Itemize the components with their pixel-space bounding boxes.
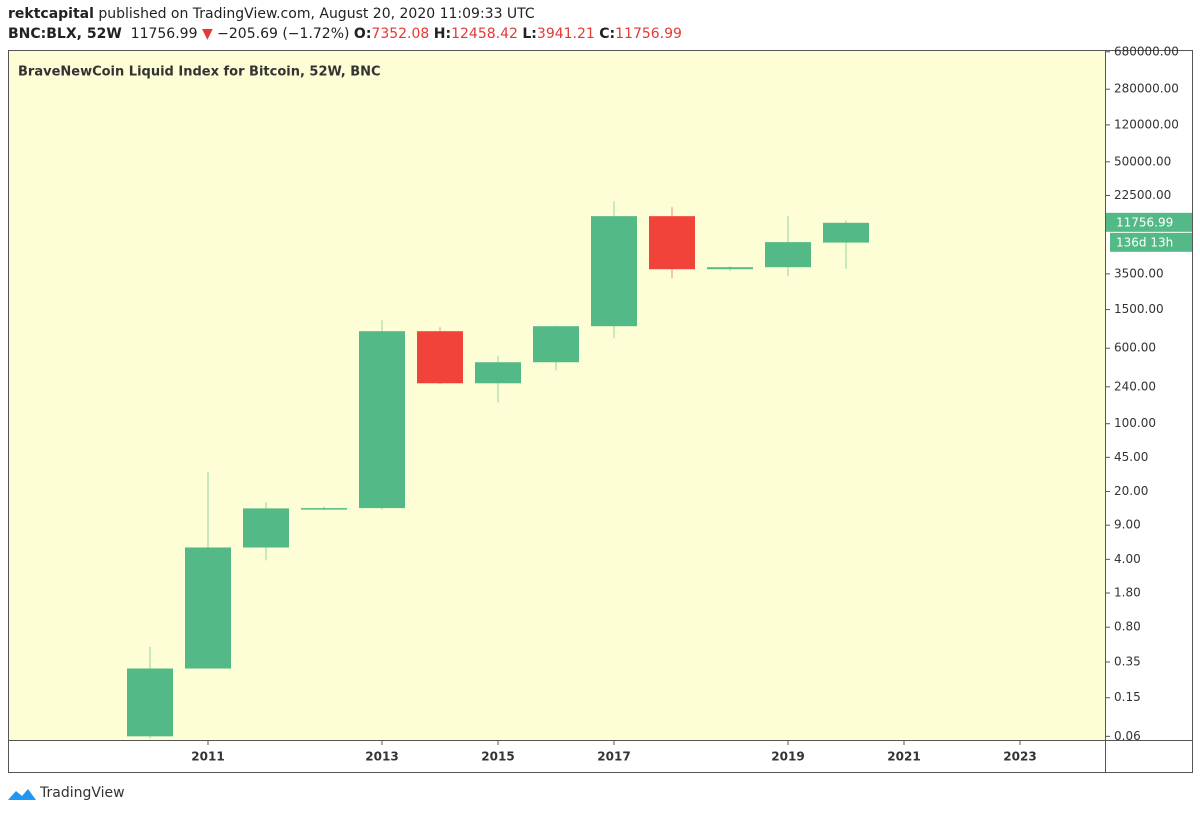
y-tick-label: 1500.00: [1114, 302, 1164, 316]
l-label: L:: [522, 26, 537, 42]
y-tick-label: 20.00: [1114, 484, 1148, 498]
o-label: O:: [353, 26, 372, 42]
logo-icon: [8, 789, 36, 800]
change: −205.69 (−1.72%): [217, 26, 350, 42]
y-tick-label: 600.00: [1114, 341, 1156, 355]
price-label: 11756.99: [1116, 215, 1173, 229]
chart-title: BraveNewCoin Liquid Index for Bitcoin, 5…: [18, 65, 381, 80]
y-tick-label: 0.15: [1114, 690, 1141, 704]
x-tick-label: 2015: [481, 750, 514, 764]
y-tick-label: 45.00: [1114, 450, 1148, 464]
header: rektcapital published on TradingView.com…: [8, 4, 682, 44]
y-tick-label: 0.06: [1114, 729, 1141, 743]
candle-body: [533, 326, 579, 363]
candle-body: [127, 668, 173, 737]
candle-body: [301, 508, 347, 510]
countdown: 136d 13h: [1116, 235, 1173, 249]
price-label-bg: [1106, 212, 1192, 232]
x-tick-label: 2019: [771, 750, 804, 764]
logo: TradingView: [8, 785, 125, 801]
candle-body: [417, 331, 463, 384]
candle-body: [823, 222, 869, 243]
author: rektcapital: [8, 6, 94, 22]
c-label: C:: [599, 26, 616, 42]
quote-line: BNC:BLX, 52W 11756.99 ▼ −205.69 (−1.72%)…: [8, 24, 682, 44]
y-tick-label: 3500.00: [1114, 266, 1164, 280]
candle-body: [707, 267, 753, 270]
candle-body: [591, 216, 637, 327]
publish-line: rektcapital published on TradingView.com…: [8, 4, 682, 24]
frame: [8, 50, 1193, 773]
y-tick-label: 0.80: [1114, 620, 1141, 634]
arrow: ▼: [201, 26, 213, 42]
candle-body: [243, 508, 289, 548]
brand: TradingView: [39, 785, 125, 801]
y-tick-label: 1.80: [1114, 586, 1141, 600]
y-tick-label: 50000.00: [1114, 154, 1171, 168]
y-tick-label: 22500.00: [1114, 188, 1171, 202]
h-label: H:: [433, 26, 452, 42]
y-tick-label: 240.00: [1114, 379, 1156, 393]
o-value: 7352.08: [371, 26, 430, 42]
last: 11756.99: [130, 26, 198, 42]
h-value: 12458.42: [451, 26, 518, 42]
countdown-bg: [1110, 232, 1192, 252]
x-tick-label: 2011: [191, 750, 224, 764]
y-tick-label: 4.00: [1114, 552, 1141, 566]
y-tick-label: 120000.00: [1114, 117, 1179, 131]
symbol: BNC:BLX, 52W: [8, 26, 122, 42]
candle-body: [649, 216, 695, 270]
plot-bg: [8, 50, 1105, 740]
candle-body: [765, 242, 811, 268]
candle-body: [185, 547, 231, 669]
y-tick-label: 680000.00: [1114, 44, 1179, 58]
y-tick-label: 9.00: [1114, 518, 1141, 532]
candle-body: [359, 331, 405, 509]
x-tick-label: 2021: [887, 750, 920, 764]
candle-body: [475, 362, 521, 384]
x-tick-label: 2017: [597, 750, 630, 764]
l-value: 3941.21: [536, 26, 595, 42]
x-tick-label: 2013: [365, 750, 398, 764]
y-tick-label: 280000.00: [1114, 82, 1179, 96]
x-tick-label: 2023: [1003, 750, 1036, 764]
y-tick-label: 0.35: [1114, 655, 1141, 669]
c-value: 11756.99: [615, 26, 682, 42]
published: published on TradingView.com, August 20,…: [98, 6, 535, 22]
y-tick-label: 100.00: [1114, 416, 1156, 430]
